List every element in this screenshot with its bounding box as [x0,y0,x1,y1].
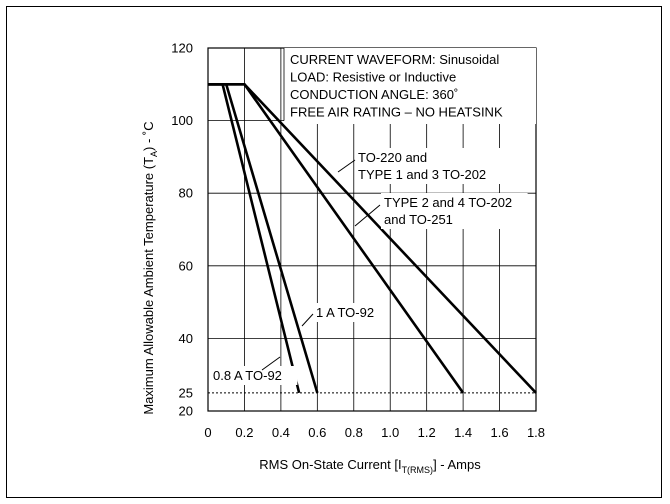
series-label-bg [381,193,528,229]
series-leader-line [301,313,314,327]
y-tick-label: 100 [171,113,193,128]
series-label-bg [355,148,502,184]
annotation-line: LOAD: Resistive or Inductive [290,70,456,85]
tick-label-layer: 0 0.2 0.4 0.6 0.8 1.0 1.2 1.4 1.6 1.8 20 25 40 60 80 10… [171,41,545,441]
series-label: TYPE 2 and 4 TO-202 [384,195,512,210]
series-label: TYPE 1 and 3 TO-202 [358,167,486,182]
series-line-2 [208,83,465,394]
x-tick-label: 1.6 [491,425,509,440]
x-tick-label: 1.0 [381,425,399,440]
series-label: 1 A TO-92 [316,305,374,320]
y-tick-label: 40 [179,331,193,346]
y-tick-label: 120 [171,41,193,56]
x-tick-label: 0.6 [308,425,326,440]
series-label: TO-220 and [358,150,427,165]
x-axis-label: RMS On-State Current [IT(RMS)] - Amps [259,457,481,475]
annotation-line: CURRENT WAVEFORM: Sinusoidal [290,52,499,67]
annotation-line: FREE AIR RATING – NO HEATSINK [290,105,503,120]
series-layer [208,83,537,394]
x-tick-label: 1.2 [418,425,436,440]
series-label: 0.8 A TO-92 [213,368,282,383]
leader-layer: 0.8 A TO-92 1 A TO-92 TYPE 2 and 4 TO-202 a… [210,148,528,385]
series-label-bg [210,366,298,385]
y-tick-label: 20 [179,404,193,419]
annotation-layer: CURRENT WAVEFORM: Sinusoidal LOAD: Resist… [283,48,536,124]
series-label: and TO-251 [384,212,453,227]
y-tick-label: 80 [179,186,193,201]
series-leader-line [354,204,381,227]
x-tick-label: 1.4 [454,425,472,440]
x-tick-label: 1.8 [527,425,545,440]
annotation-line: CONDUCTION ANGLE: 360˚ [290,87,458,102]
x-tick-label: 0 [204,425,211,440]
series-leader-line [337,159,356,173]
series-line-3 [208,83,537,394]
series-leader-line [261,356,281,371]
annotation-box-bg [284,48,536,124]
series-label-bg [313,303,386,322]
y-tick-label: 60 [179,258,193,273]
series-line-1 [208,83,319,394]
x-tick-label: 0.2 [235,425,253,440]
x-tick-label: 0.4 [272,425,290,440]
y-tick-label: 25 [179,385,193,400]
figure-frame [6,6,662,498]
y-axis-label: Maximum Allowable Ambient Temperature (T… [141,121,159,414]
series-line-0 [208,83,301,394]
x-tick-label: 0.8 [345,425,363,440]
